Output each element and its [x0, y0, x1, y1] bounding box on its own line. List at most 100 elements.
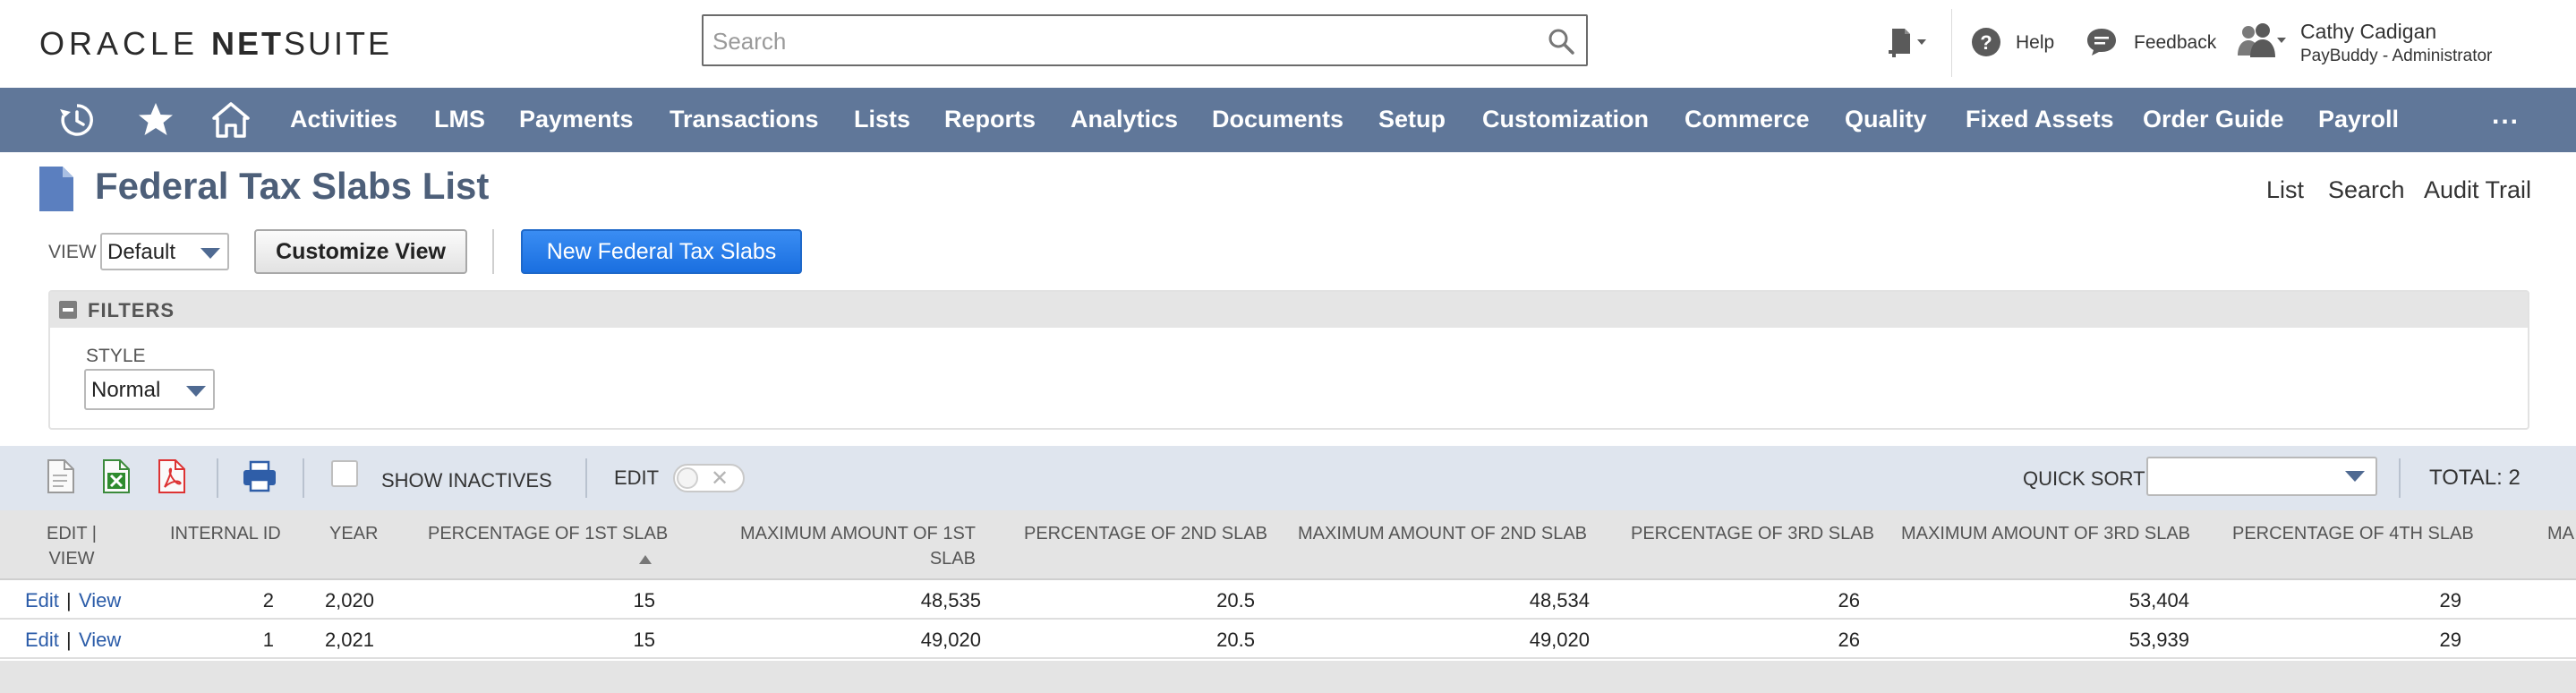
- show-inactives-checkbox[interactable]: [331, 460, 358, 487]
- logo-oracle-text: ORACLE: [39, 25, 200, 62]
- global-header: ORACLE NETSUITE ? Help Feedback Cathy Cad…: [0, 0, 2576, 88]
- show-inactives-label[interactable]: SHOW INACTIVES: [381, 469, 552, 492]
- new-federal-tax-slabs-button[interactable]: New Federal Tax Slabs: [521, 229, 802, 274]
- cell-max2: 49,020: [1529, 629, 1590, 651]
- edit-mode-label: EDIT: [614, 466, 660, 489]
- nav-lms[interactable]: LMS: [434, 106, 485, 133]
- nav-fixed-assets[interactable]: Fixed Assets: [1966, 106, 2114, 133]
- export-csv-icon[interactable]: [45, 458, 77, 494]
- toolbar-separator: [303, 458, 304, 498]
- audit-trail-link[interactable]: Audit Trail: [2424, 176, 2532, 203]
- nav-lists[interactable]: Lists: [854, 106, 911, 133]
- nav-more-menu[interactable]: ...: [2492, 100, 2521, 130]
- cell-max3: 53,939: [2128, 629, 2189, 651]
- col-edit-view-line2: VIEW: [48, 549, 95, 569]
- toolbar-separator: [585, 458, 587, 498]
- export-pdf-icon[interactable]: [156, 458, 188, 494]
- list-link[interactable]: List: [2266, 176, 2305, 203]
- record-document-icon: [39, 167, 73, 211]
- nav-payments[interactable]: Payments: [519, 106, 634, 133]
- toolbar-separator: [217, 458, 218, 498]
- header-divider: [1951, 9, 1952, 77]
- col-pct-4th-slab[interactable]: PERCENTAGE OF 4TH SLAB: [2232, 524, 2474, 543]
- favorites-star-icon[interactable]: [136, 100, 175, 140]
- view-link[interactable]: View: [79, 629, 122, 651]
- search-input[interactable]: [712, 23, 1518, 59]
- user-avatar-icon[interactable]: [2238, 23, 2288, 59]
- nav-documents[interactable]: Documents: [1212, 106, 1344, 133]
- col-pct-2nd-slab[interactable]: PERCENTAGE OF 2ND SLAB: [1024, 524, 1267, 543]
- col-max-1st-slab[interactable]: MAXIMUM AMOUNT OF 1ST SLAB: [707, 521, 976, 571]
- view-select[interactable]: Default: [100, 233, 229, 270]
- col-max-2nd-slab[interactable]: MAXIMUM AMOUNT OF 2ND SLAB: [1298, 524, 1588, 543]
- search-link[interactable]: Search: [2328, 176, 2405, 203]
- col-edit-view-line1: EDIT |: [47, 524, 97, 543]
- nav-payroll[interactable]: Payroll: [2318, 106, 2400, 133]
- help-link[interactable]: Help: [2016, 32, 2055, 53]
- button-divider: [492, 229, 494, 274]
- view-link[interactable]: View: [79, 589, 122, 612]
- nav-setup[interactable]: Setup: [1378, 106, 1446, 133]
- close-icon: ✕: [711, 466, 729, 491]
- col-year[interactable]: YEAR: [329, 524, 379, 543]
- nav-commerce[interactable]: Commerce: [1685, 106, 1810, 133]
- edit-link[interactable]: Edit: [25, 629, 59, 651]
- col-truncated[interactable]: MA: [2547, 524, 2574, 543]
- cell-year: 2,020: [324, 589, 374, 612]
- search-icon[interactable]: [1547, 27, 1575, 56]
- user-name[interactable]: Cathy Cadigan: [2300, 20, 2437, 43]
- nav-transactions[interactable]: Transactions: [670, 106, 819, 133]
- collapse-minus-icon[interactable]: [59, 301, 77, 319]
- export-excel-icon[interactable]: [100, 458, 132, 494]
- help-icon[interactable]: ?: [1971, 27, 2001, 57]
- edit-link[interactable]: Edit: [25, 589, 59, 612]
- style-select[interactable]: Normal: [84, 369, 215, 410]
- create-new-icon[interactable]: [1889, 27, 1932, 63]
- nav-customization[interactable]: Customization: [1482, 106, 1649, 133]
- feedback-link[interactable]: Feedback: [2134, 32, 2217, 53]
- cell-pct3: 26: [1838, 629, 1860, 651]
- cell-max2: 48,534: [1529, 589, 1590, 612]
- filters-header[interactable]: FILTERS: [50, 292, 2528, 328]
- print-icon[interactable]: [242, 458, 277, 494]
- table-row: Edit | View 1 2,021 15 49,020 20.5 49,02…: [0, 620, 2576, 659]
- list-toolbar: SHOW INACTIVES EDIT ✕ QUICK SORT TOTAL: …: [0, 446, 2576, 510]
- chevron-down-icon: [2345, 471, 2365, 482]
- filters-panel: FILTERS STYLE Normal: [48, 290, 2529, 430]
- nav-order-guide[interactable]: Order Guide: [2143, 106, 2284, 133]
- edit-mode-toggle[interactable]: ✕: [673, 464, 745, 492]
- cell-pct2: 20.5: [1216, 629, 1255, 651]
- nav-reports[interactable]: Reports: [944, 106, 1036, 133]
- customize-view-button[interactable]: Customize View: [254, 229, 467, 274]
- col-max-1st-slab-line2: SLAB: [929, 549, 976, 569]
- toolbar-separator: [2399, 458, 2401, 498]
- user-role[interactable]: PayBuddy - Administrator: [2300, 47, 2493, 65]
- cell-max3: 53,404: [2128, 589, 2189, 612]
- recent-records-icon[interactable]: [57, 100, 97, 140]
- col-internal-id[interactable]: INTERNAL ID: [170, 524, 281, 543]
- toggle-knob: [677, 467, 698, 489]
- svg-text:?: ?: [1980, 31, 1992, 54]
- table-row: Edit | View 2 2,020 15 48,535 20.5 48,53…: [0, 580, 2576, 620]
- col-max-3rd-slab[interactable]: MAXIMUM AMOUNT OF 3RD SLAB: [1901, 524, 2191, 543]
- col-pct-1st-slab[interactable]: PERCENTAGE OF 1ST SLAB: [428, 524, 669, 543]
- sort-ascending-icon: [639, 555, 652, 564]
- feedback-icon[interactable]: [2086, 27, 2118, 57]
- table-footer: [0, 661, 2576, 693]
- global-search: [702, 14, 1588, 66]
- view-label: VIEW: [48, 242, 97, 262]
- home-icon[interactable]: [211, 100, 251, 140]
- nav-quality[interactable]: Quality: [1845, 106, 1927, 133]
- page-title: Federal Tax Slabs List: [95, 165, 490, 207]
- logo-suite-text: SUITE: [284, 25, 393, 62]
- quick-sort-select[interactable]: [2146, 457, 2377, 496]
- netsuite-logo[interactable]: ORACLE NETSUITE: [39, 25, 392, 63]
- link-separator: |: [66, 629, 72, 651]
- style-select-value: Normal: [91, 378, 161, 402]
- nav-activities[interactable]: Activities: [290, 106, 398, 133]
- col-edit-view: EDIT | VIEW: [38, 521, 106, 571]
- col-pct-3rd-slab[interactable]: PERCENTAGE OF 3RD SLAB: [1631, 524, 1874, 543]
- nav-analytics[interactable]: Analytics: [1070, 106, 1179, 133]
- main-navbar: Activities LMS Payments Transactions Lis…: [0, 88, 2576, 152]
- cell-internal-id: 2: [262, 589, 274, 612]
